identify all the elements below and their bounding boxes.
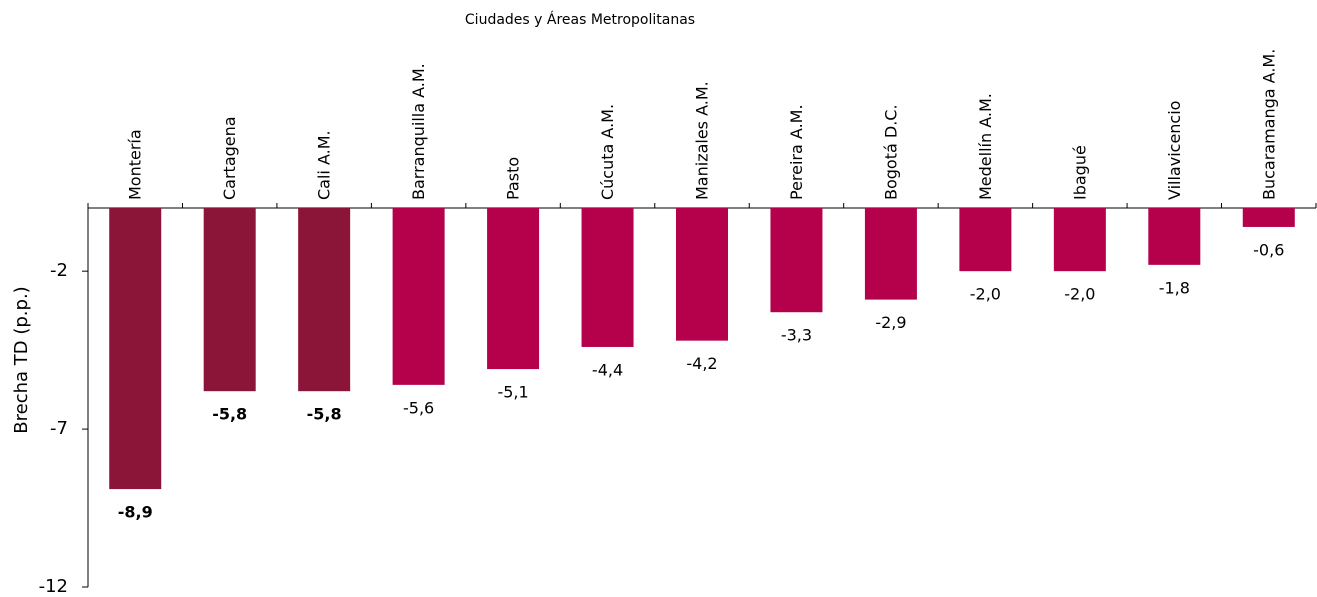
bar (1242, 208, 1295, 227)
chart-title: Ciudades y Áreas Metropolitanas (465, 11, 695, 28)
x-tick-label: Bogotá D.C. (881, 104, 900, 200)
value-label: -1,8 (1159, 278, 1190, 297)
value-label: -4,4 (592, 360, 623, 379)
value-label: -5,8 (212, 405, 247, 424)
x-tick-label: Montería (126, 129, 145, 200)
bar (203, 208, 256, 392)
value-label: -5,8 (307, 405, 342, 424)
value-label: -2,0 (970, 285, 1001, 304)
value-label: -2,9 (875, 313, 906, 332)
value-label: -5,6 (403, 398, 434, 417)
bar (1148, 208, 1201, 265)
y-tick-label: -7 (50, 418, 68, 439)
y-axis-label: Brecha TD (p.p.) (11, 286, 32, 433)
bar (959, 208, 1012, 272)
y-tick-label: -2 (50, 260, 68, 281)
value-label: -5,1 (497, 383, 528, 402)
x-tick-label: Cartagena (220, 116, 239, 200)
x-tick-label: Villavicencio (1165, 101, 1184, 200)
x-tick-label: Pereira A.M. (787, 104, 806, 200)
bar (864, 208, 917, 300)
bar (770, 208, 823, 313)
value-label: -0,6 (1253, 240, 1284, 259)
x-tick-label: Bucaramanga A.M. (1259, 49, 1278, 200)
value-label: -8,9 (118, 503, 153, 522)
bar (487, 208, 540, 370)
bar (392, 208, 445, 385)
bar (298, 208, 351, 392)
bar (581, 208, 634, 347)
bar (109, 208, 162, 490)
x-tick-label: Cúcuta A.M. (598, 104, 617, 200)
value-label: -3,3 (781, 326, 812, 345)
x-tick-label: Manizales A.M. (693, 81, 712, 200)
x-tick-label: Barranquilla A.M. (409, 63, 428, 200)
value-label: -4,2 (686, 354, 717, 373)
bar (1053, 208, 1106, 272)
x-tick-label: Pasto (504, 157, 523, 200)
y-tick-label: -12 (39, 576, 68, 593)
x-tick-label: Ibagué (1070, 145, 1089, 200)
x-tick-label: Cali A.M. (315, 130, 334, 200)
value-label: -2,0 (1064, 285, 1095, 304)
bar (676, 208, 728, 341)
x-tick-label: Medellín A.M. (976, 93, 995, 200)
